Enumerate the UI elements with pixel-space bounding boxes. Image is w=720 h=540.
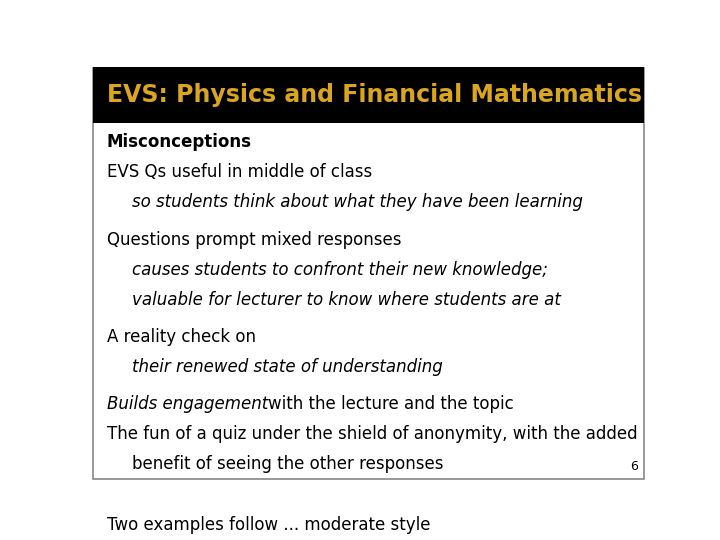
Text: valuable for lecturer to know where students are at: valuable for lecturer to know where stud… <box>132 291 561 308</box>
Text: with the lecture and the topic: with the lecture and the topic <box>268 395 514 413</box>
FancyBboxPatch shape <box>93 68 644 478</box>
Text: EVS Qs useful in middle of class: EVS Qs useful in middle of class <box>107 163 372 181</box>
Text: 6: 6 <box>630 460 638 473</box>
Text: so students think about what they have been learning: so students think about what they have b… <box>132 193 582 211</box>
Text: benefit of seeing the other responses: benefit of seeing the other responses <box>132 455 444 473</box>
FancyBboxPatch shape <box>93 67 644 123</box>
Text: A reality check on: A reality check on <box>107 328 256 346</box>
Text: Questions prompt mixed responses: Questions prompt mixed responses <box>107 231 401 249</box>
Text: EVS: Physics and Financial Mathematics: EVS: Physics and Financial Mathematics <box>107 83 642 107</box>
Text: Two examples follow ... moderate style: Two examples follow ... moderate style <box>107 516 431 534</box>
Text: Builds engagement: Builds engagement <box>107 395 268 413</box>
Text: The fun of a quiz under the shield of anonymity, with the added: The fun of a quiz under the shield of an… <box>107 426 637 443</box>
Text: Misconceptions: Misconceptions <box>107 133 252 151</box>
Text: their renewed state of understanding: their renewed state of understanding <box>132 358 443 376</box>
Text: causes students to confront their new knowledge;: causes students to confront their new kn… <box>132 261 548 279</box>
